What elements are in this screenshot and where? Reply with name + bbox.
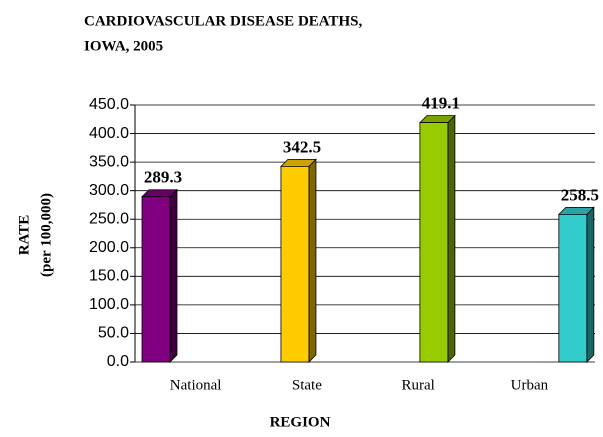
data-label: 342.5 <box>283 137 321 156</box>
x-tick-label: State <box>292 377 322 393</box>
bar <box>141 188 178 363</box>
bar-side <box>308 158 317 363</box>
y-tick-label: 450.0 <box>89 96 129 113</box>
data-label: 289.3 <box>144 168 182 187</box>
y-tick-label: 300.0 <box>89 182 129 199</box>
chart-title: IOWA, 2005 <box>84 38 163 54</box>
x-tick-label: Urban <box>511 377 549 393</box>
bar-front <box>558 213 588 363</box>
bar-side <box>586 206 595 363</box>
y-tick-label: 200.0 <box>89 239 129 256</box>
data-label: 258.5 <box>561 185 599 204</box>
x-axis-label: REGION <box>270 414 331 430</box>
y-tick-label: 150.0 <box>89 268 129 285</box>
y-tick-label: 100.0 <box>89 296 129 313</box>
data-label: 419.1 <box>422 94 460 113</box>
bar-front <box>280 165 310 363</box>
bar-front <box>141 196 171 363</box>
y-tick-label: 350.0 <box>89 153 129 170</box>
bar-front <box>419 122 449 363</box>
y-axis-label: (per 100,000) <box>38 193 54 277</box>
y-tick-label: 0.0 <box>107 353 129 370</box>
bar <box>557 206 595 363</box>
x-tick-label: Rural <box>401 377 434 393</box>
y-axis-label: RATE (per 100,000) <box>16 193 54 277</box>
bar-side <box>169 188 178 363</box>
y-axis-label: RATE <box>16 215 32 256</box>
bar-side <box>447 114 456 363</box>
bar <box>418 114 456 363</box>
y-tick-label: 400.0 <box>89 125 129 142</box>
chart-title: CARDIOVASCULAR DISEASE DEATHS, <box>84 13 363 29</box>
x-tick-label: National <box>170 377 222 393</box>
y-tick-label: 250.0 <box>89 210 129 227</box>
y-tick-label: 50.0 <box>98 325 129 342</box>
bar <box>279 158 317 363</box>
